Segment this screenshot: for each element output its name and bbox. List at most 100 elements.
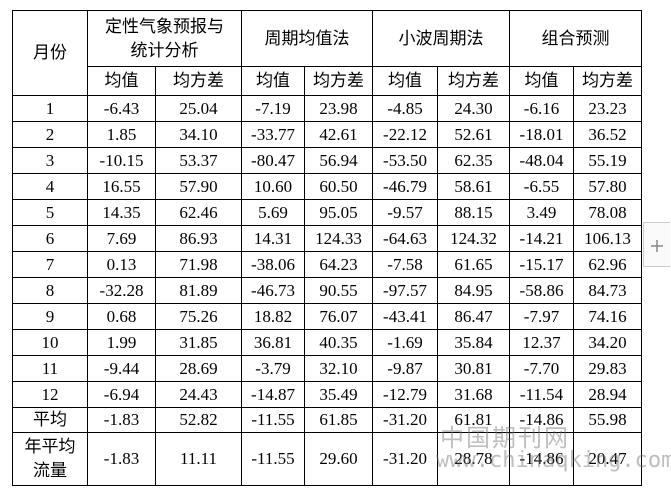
cell: 7.69 (87, 225, 156, 252)
header-method: 组合预测 (509, 10, 642, 67)
cell: 106.13 (573, 225, 642, 252)
row-label: 9 (12, 303, 88, 330)
table-row: 4 16.55 57.90 10.60 60.50 -46.79 58.61 -6.55 57.… (12, 173, 642, 200)
cell: 25.04 (155, 95, 242, 122)
cell: 56.94 (304, 147, 373, 174)
cell: -14.21 (509, 225, 574, 252)
cell: -31.20 (372, 432, 438, 486)
cell: -11.55 (241, 407, 305, 433)
cell: 75.26 (155, 303, 242, 330)
cell: 36.52 (573, 121, 642, 148)
row-label: 2 (12, 121, 88, 148)
cell: 95.05 (304, 199, 373, 226)
cell: 84.73 (573, 277, 642, 304)
cell: -97.57 (372, 277, 438, 304)
cell: 23.98 (304, 95, 373, 122)
row-label: 12 (12, 381, 88, 408)
cell: -80.47 (241, 147, 305, 174)
cell: -10.15 (87, 147, 156, 174)
table-row: 年平均 流量 -1.83 11.11 -11.55 29.60 -31.20 28.78 -1… (12, 432, 642, 486)
cell: 31.68 (437, 381, 510, 408)
table-row: 月份 定性气象预报与 统计分析 周期均值法 小波周期法 组合预测 (12, 10, 642, 96)
header-sub: 均值 (509, 66, 574, 96)
cell: 42.61 (304, 121, 373, 148)
cell: -3.79 (241, 355, 305, 382)
table-row: 7 0.13 71.98 -38.06 64.23 -7.58 61.65 -15.17 62.… (12, 251, 642, 278)
cell: -38.06 (241, 251, 305, 278)
row-label: 10 (12, 329, 88, 356)
cell: 78.08 (573, 199, 642, 226)
cell: -31.20 (372, 407, 438, 433)
table-row: 6 7.69 86.93 14.31 124.33 -64.63 124.32 -14.21 1… (12, 225, 642, 252)
cell: -46.73 (241, 277, 305, 304)
cell: -7.97 (509, 303, 574, 330)
header-sub: 均值 (241, 66, 305, 96)
cell: 84.95 (437, 277, 510, 304)
row-label: 7 (12, 251, 88, 278)
cell: 57.80 (573, 173, 642, 200)
cell: 28.94 (573, 381, 642, 408)
cell: 55.98 (573, 407, 642, 433)
cell: -46.79 (372, 173, 438, 200)
cell: -18.01 (509, 121, 574, 148)
cell: -1.83 (87, 407, 156, 433)
cell: -48.04 (509, 147, 574, 174)
row-label: 5 (12, 199, 88, 226)
cell: -32.28 (87, 277, 156, 304)
cell: 14.31 (241, 225, 305, 252)
cell: -53.50 (372, 147, 438, 174)
table-row: 2 1.85 34.10 -33.77 42.61 -22.12 52.61 -18.01 36… (12, 121, 642, 148)
cell: 11.11 (155, 432, 242, 486)
cell: 16.55 (87, 173, 156, 200)
cell: 86.47 (437, 303, 510, 330)
cell: -11.55 (241, 432, 305, 486)
cell: 12.37 (509, 329, 574, 356)
watermark-url: www.chinaqking.com (436, 448, 671, 473)
cell: 90.55 (304, 277, 373, 304)
table-row: 9 0.68 75.26 18.82 76.07 -43.41 86.47 -7.97 74.1… (12, 303, 642, 330)
cell: 0.13 (87, 251, 156, 278)
cell: -7.70 (509, 355, 574, 382)
row-label: 6 (12, 225, 88, 252)
header-sub: 均值 (87, 66, 156, 96)
cell: 28.69 (155, 355, 242, 382)
cell: 36.81 (241, 329, 305, 356)
cell: -9.57 (372, 199, 438, 226)
cell: 18.82 (241, 303, 305, 330)
header-method: 定性气象预报与 统计分析 (87, 10, 242, 67)
cell: 53.37 (155, 147, 242, 174)
cell: 86.93 (155, 225, 242, 252)
expand-button[interactable] (643, 222, 670, 267)
row-label: 11 (12, 355, 88, 382)
cell: 58.61 (437, 173, 510, 200)
cell: 35.49 (304, 381, 373, 408)
cell: -6.16 (509, 95, 574, 122)
cell: 52.61 (437, 121, 510, 148)
cell: 124.33 (304, 225, 373, 252)
cell: 62.35 (437, 147, 510, 174)
row-label: 4 (12, 173, 88, 200)
row-label: 年平均 流量 (12, 432, 88, 486)
cell: 40.35 (304, 329, 373, 356)
cell: 71.98 (155, 251, 242, 278)
cell: -1.83 (87, 432, 156, 486)
row-label: 平均 (12, 407, 88, 433)
cell: 34.20 (573, 329, 642, 356)
cell: -22.12 (372, 121, 438, 148)
cell: 64.23 (304, 251, 373, 278)
cell: -7.19 (241, 95, 305, 122)
cell: -7.58 (372, 251, 438, 278)
cell: 0.68 (87, 303, 156, 330)
table-row: 平均 -1.83 52.82 -11.55 61.85 -31.20 61.81 -14.86… (12, 407, 642, 433)
table-row: 10 1.99 31.85 36.81 40.35 -1.69 35.84 12.37 34.2… (12, 329, 642, 356)
cell: 57.90 (155, 173, 242, 200)
cell: 76.07 (304, 303, 373, 330)
header-sub: 均方差 (304, 66, 373, 96)
plus-icon (651, 240, 663, 252)
cell: -9.87 (372, 355, 438, 382)
cell: -11.54 (509, 381, 574, 408)
cell: 74.16 (573, 303, 642, 330)
table-row: 均值 均方差 均值 均方差 均值 均方差 均值 均方差 (13, 66, 642, 96)
cell: -6.55 (509, 173, 574, 200)
cell: -14.87 (241, 381, 305, 408)
